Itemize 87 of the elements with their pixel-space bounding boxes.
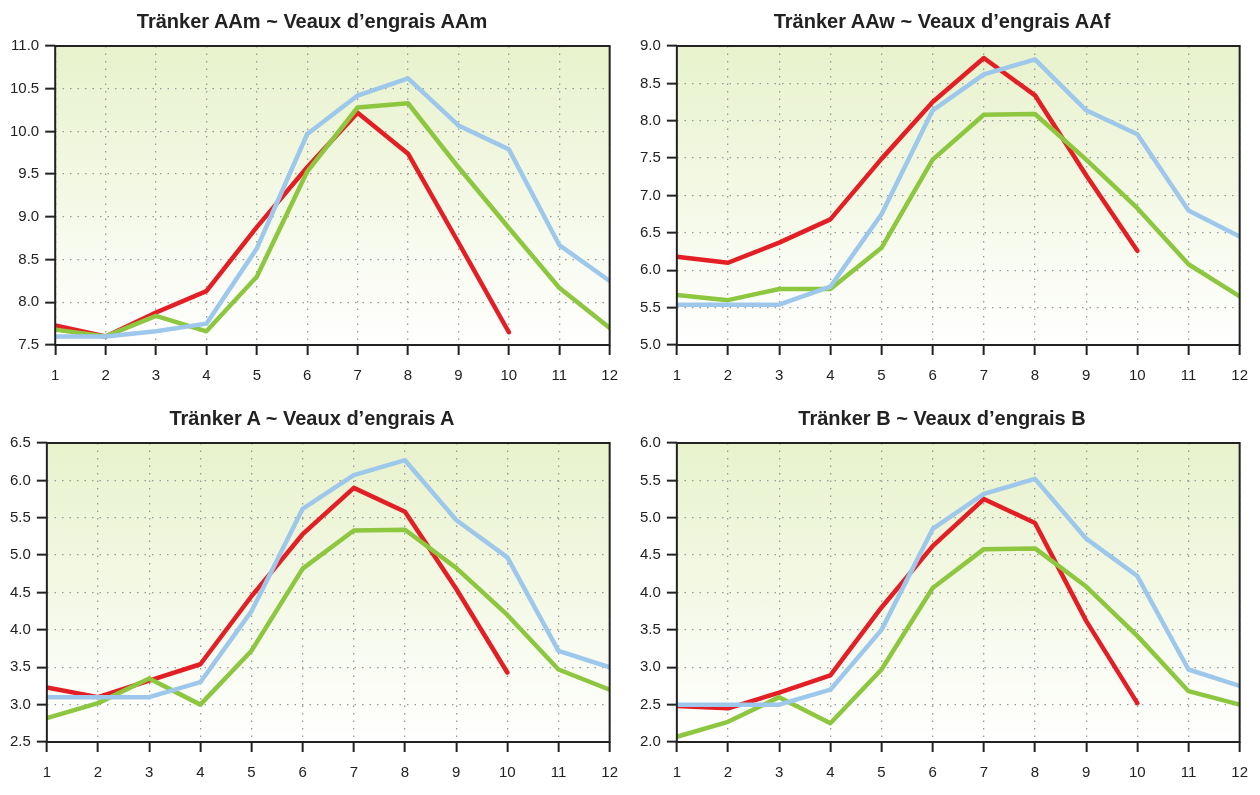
y-tick-label: 8.5 xyxy=(18,249,40,267)
y-tick-label: 5.0 xyxy=(9,545,31,563)
y-tick-label: 8.0 xyxy=(18,292,40,310)
x-tick-label: 4 xyxy=(202,366,211,384)
x-tick-label: 7 xyxy=(353,366,362,384)
y-tick-label: 6.0 xyxy=(639,433,661,451)
y-tick-label: 9.0 xyxy=(18,207,40,224)
y-tick-label: 6.5 xyxy=(639,223,661,241)
chart-title: Tränker AAm ~ Veaux d’engrais AAm xyxy=(136,9,488,32)
x-tick-label: 6 xyxy=(303,366,312,384)
x-tick-label: 4 xyxy=(196,763,205,781)
x-tick-label: 11 xyxy=(1180,366,1197,384)
y-tick-label: 5.5 xyxy=(639,470,661,488)
y-tick-label: 3.0 xyxy=(9,694,31,712)
y-tick-label: 7.5 xyxy=(18,335,40,353)
x-tick-label: 5 xyxy=(252,366,261,384)
x-tick-label: 6 xyxy=(928,366,937,384)
x-tick-label: 3 xyxy=(775,366,784,384)
x-tick-label: 7 xyxy=(979,366,989,384)
y-tick-label: 3.5 xyxy=(639,620,661,638)
y-tick-label: 4.5 xyxy=(9,582,31,600)
x-tick-label: 9 xyxy=(454,366,463,384)
x-tick-label: 5 xyxy=(877,763,886,781)
x-tick-label: 5 xyxy=(877,366,886,384)
x-tick-label: 2 xyxy=(723,763,733,781)
y-tick-label: 3.0 xyxy=(639,657,661,675)
x-tick-label: 8 xyxy=(400,763,410,781)
y-tick-label: 6.0 xyxy=(9,470,31,488)
x-tick-label: 6 xyxy=(928,763,937,781)
x-tick-label: 5 xyxy=(247,763,256,781)
y-tick-label: 4.0 xyxy=(9,620,31,638)
y-tick-label: 6.5 xyxy=(9,433,31,451)
chart-title: Tränker AAw ~ Veaux d’engrais AAf xyxy=(773,9,1111,32)
x-tick-label: 11 xyxy=(1180,763,1197,781)
x-tick-label: 8 xyxy=(403,366,413,384)
x-tick-label: 8 xyxy=(1030,763,1040,781)
x-tick-label: 3 xyxy=(145,763,154,781)
y-tick-label: 8.0 xyxy=(639,110,661,128)
x-tick-label: 2 xyxy=(723,366,733,384)
y-tick-label: 5.0 xyxy=(639,507,661,525)
x-tick-label: 12 xyxy=(1231,763,1248,781)
y-tick-label: 2.0 xyxy=(639,732,661,750)
y-tick-label: 10.5 xyxy=(9,78,40,96)
y-tick-label: 5.0 xyxy=(639,335,661,353)
x-tick-label: 12 xyxy=(601,366,618,384)
y-tick-label: 5.5 xyxy=(639,297,661,315)
y-tick-label: 10.0 xyxy=(9,121,40,139)
x-tick-label: 9 xyxy=(1081,366,1091,384)
y-tick-label: 7.0 xyxy=(639,185,661,203)
y-tick-label: 3.5 xyxy=(9,657,31,675)
x-tick-label: 10 xyxy=(500,366,518,384)
y-tick-label: 6.0 xyxy=(639,260,661,278)
x-tick-label: 4 xyxy=(826,366,835,384)
x-tick-label: 2 xyxy=(93,763,103,781)
y-tick-label: 2.5 xyxy=(639,694,661,712)
y-tick-label: 11.0 xyxy=(11,36,40,54)
chart-title: Tränker A ~ Veaux d’engrais A xyxy=(169,406,455,429)
x-tick-label: 11 xyxy=(550,763,567,781)
x-tick-label: 7 xyxy=(979,763,989,781)
y-tick-label: 2.5 xyxy=(9,732,31,750)
x-tick-label: 1 xyxy=(672,366,682,384)
x-tick-label: 3 xyxy=(775,763,784,781)
y-tick-label: 9.5 xyxy=(18,164,40,182)
y-tick-label: 4.0 xyxy=(639,582,661,600)
x-tick-label: 9 xyxy=(451,763,461,781)
x-tick-label: 1 xyxy=(42,763,52,781)
x-tick-label: 7 xyxy=(349,763,359,781)
y-tick-label: 5.5 xyxy=(9,507,31,525)
x-tick-label: 1 xyxy=(51,366,60,384)
x-tick-label: 10 xyxy=(1128,366,1146,384)
y-tick-label: 7.5 xyxy=(639,148,661,166)
chart-title: Tränker B ~ Veaux d’engrais B xyxy=(798,406,1086,429)
x-tick-label: 2 xyxy=(101,366,110,384)
x-tick-label: 12 xyxy=(1231,366,1248,384)
x-tick-label: 6 xyxy=(298,763,307,781)
x-tick-label: 4 xyxy=(826,763,835,781)
y-tick-label: 8.5 xyxy=(639,73,661,91)
x-tick-label: 12 xyxy=(601,763,618,781)
x-tick-label: 10 xyxy=(498,763,516,781)
x-tick-label: 10 xyxy=(1128,763,1146,781)
x-tick-label: 8 xyxy=(1030,366,1040,384)
x-tick-label: 1 xyxy=(672,763,682,781)
y-tick-label: 9.0 xyxy=(639,36,661,54)
x-tick-label: 3 xyxy=(151,366,161,384)
y-tick-label: 4.5 xyxy=(639,545,661,563)
x-tick-label: 11 xyxy=(551,366,568,384)
x-tick-label: 9 xyxy=(1081,763,1091,781)
